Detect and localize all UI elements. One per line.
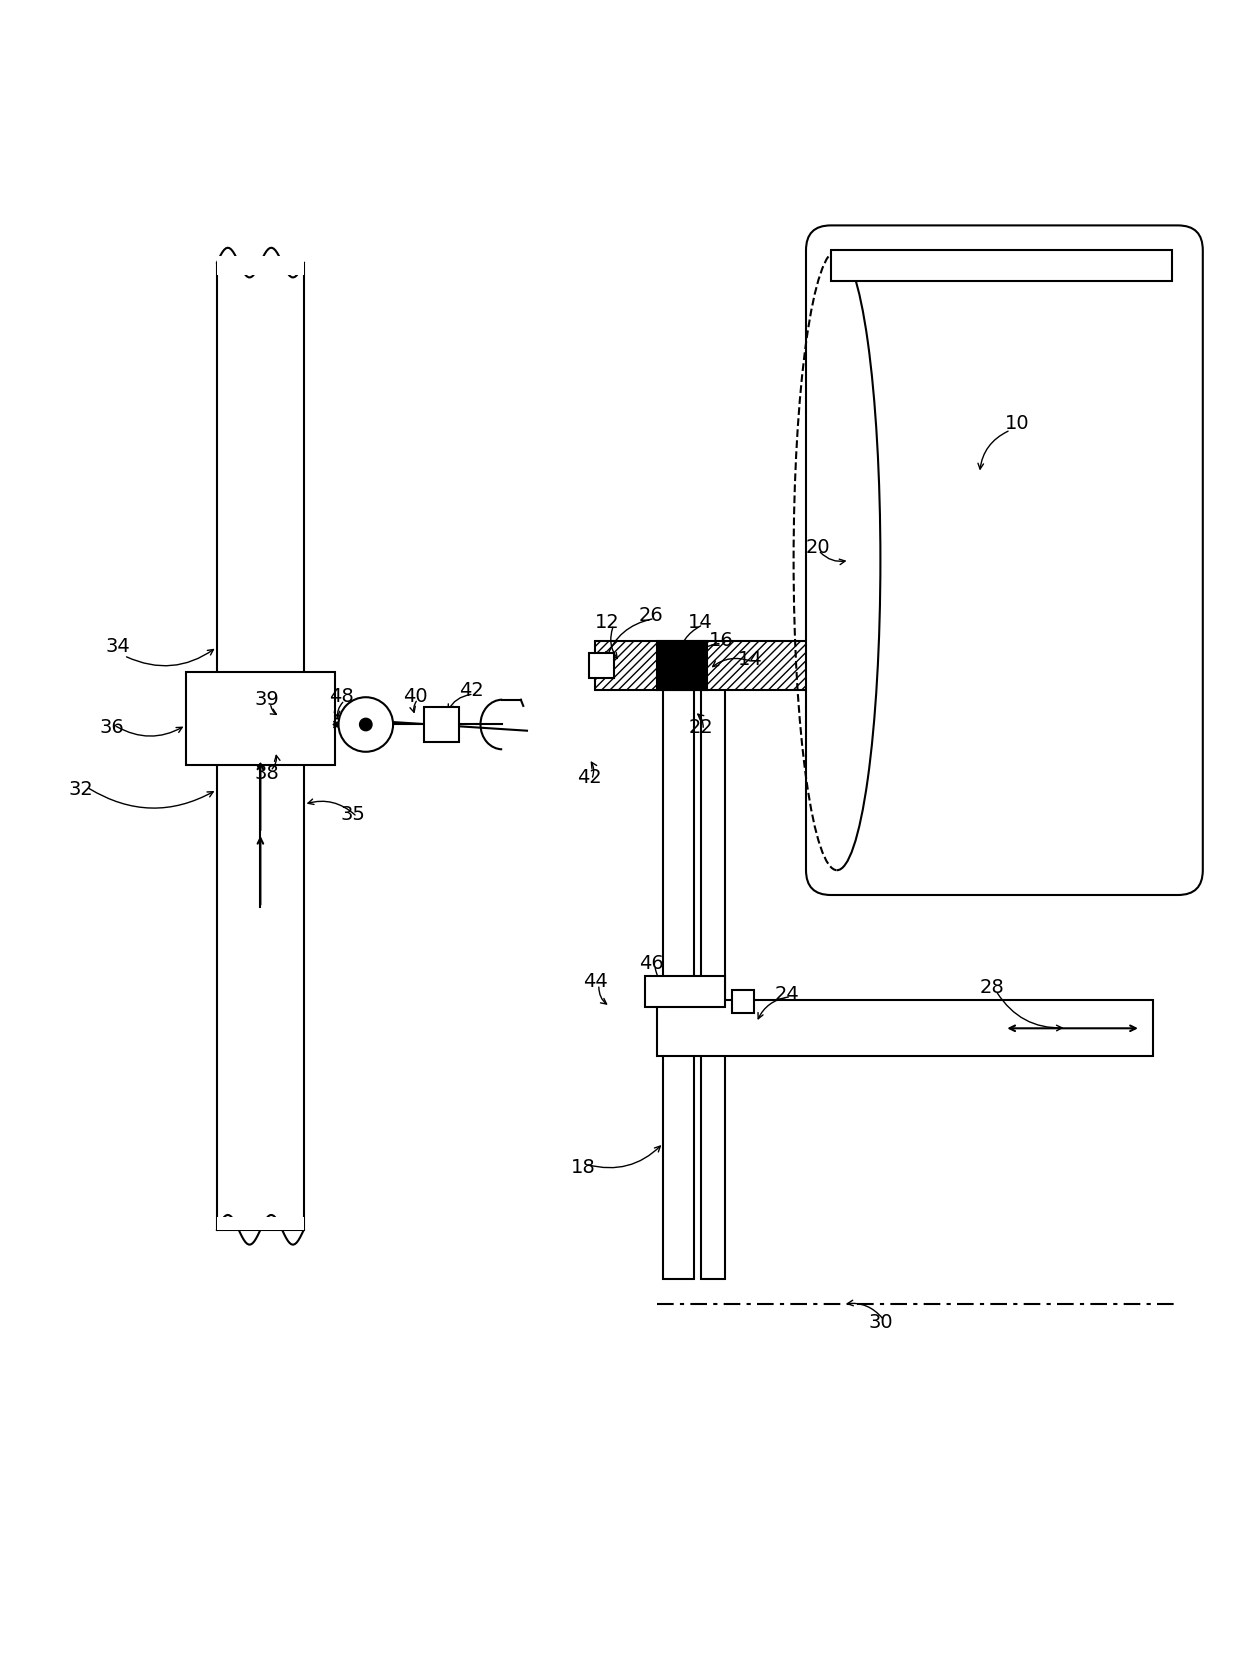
Text: 10: 10 [1004, 415, 1029, 433]
Text: 20: 20 [806, 538, 831, 558]
Text: 35: 35 [341, 805, 366, 825]
Text: 46: 46 [639, 953, 663, 973]
Text: 39: 39 [254, 690, 279, 708]
Text: 30: 30 [868, 1313, 893, 1333]
Text: 12: 12 [595, 613, 620, 631]
Bar [595, 641, 868, 690]
Text: 18: 18 [570, 1158, 595, 1178]
Text: 42: 42 [459, 681, 484, 700]
Bar [217, 1218, 304, 1230]
Text: 42: 42 [577, 768, 601, 786]
Text: 14: 14 [688, 613, 713, 631]
Text: 24: 24 [775, 985, 800, 1003]
Text: 28: 28 [980, 978, 1004, 998]
Text: 14: 14 [738, 650, 763, 670]
Text: 16: 16 [709, 631, 734, 650]
Bar [186, 671, 335, 765]
Bar [645, 976, 725, 1006]
Bar [657, 641, 707, 690]
Text: 38: 38 [254, 765, 279, 783]
Bar [831, 250, 1172, 282]
Bar [701, 671, 725, 1279]
Bar [657, 1000, 1153, 1056]
Bar [217, 263, 304, 1230]
Text: 34: 34 [105, 638, 130, 656]
Text: 44: 44 [583, 973, 608, 991]
Bar [217, 257, 304, 275]
Text: 32: 32 [68, 780, 93, 800]
Bar [663, 671, 694, 1279]
Text: 36: 36 [99, 718, 124, 736]
Circle shape [339, 696, 393, 751]
Bar [732, 991, 754, 1013]
Text: 22: 22 [688, 718, 713, 736]
Bar [424, 706, 459, 741]
Bar [589, 653, 614, 678]
Text: 26: 26 [639, 606, 663, 625]
Circle shape [360, 718, 372, 731]
Text: 48: 48 [329, 686, 353, 706]
FancyBboxPatch shape [806, 225, 1203, 895]
Text: 40: 40 [403, 686, 428, 706]
